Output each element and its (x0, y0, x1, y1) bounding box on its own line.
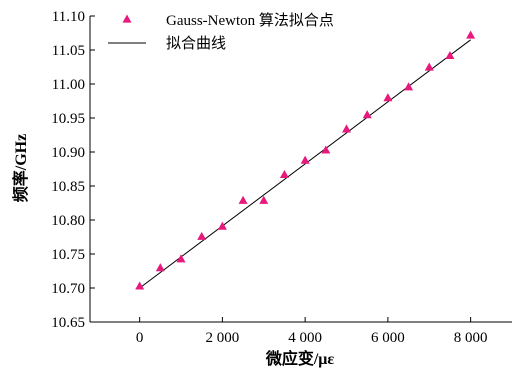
x-axis-label: 微应变/με (265, 349, 335, 368)
y-tick-label: 10.85 (51, 179, 85, 195)
data-point (466, 30, 476, 39)
y-tick-label: 11.05 (52, 43, 85, 59)
y-axis-label: 频率/GHz (11, 134, 30, 202)
legend-label-points: Gauss-Newton 算法拟合点 (166, 11, 334, 29)
data-point (155, 263, 165, 272)
data-point (342, 124, 352, 133)
x-tick-label: 0 (136, 330, 144, 346)
data-point (424, 62, 434, 71)
data-point (383, 93, 393, 102)
x-tick-label: 8 000 (454, 330, 488, 346)
fit-line-series (139, 39, 471, 289)
fit-line (139, 39, 471, 289)
axes (89, 16, 512, 323)
y-tick-label: 10.65 (51, 315, 85, 331)
x-tick-label: 4 000 (288, 330, 322, 346)
x-tick-label: 6 000 (371, 330, 405, 346)
y-axis-ticks: 10.65 10.70 10.75 10.80 10.85 10.90 10.95 11.00… (51, 9, 95, 331)
x-tick-label: 2 000 (206, 330, 240, 346)
data-point (445, 50, 455, 60)
scatter-series (135, 30, 476, 290)
y-tick-label: 10.75 (51, 247, 85, 263)
data-point (404, 82, 414, 91)
y-tick-label: 11.00 (52, 77, 85, 93)
y-tick-label: 10.80 (51, 213, 85, 229)
y-tick-label: 10.95 (51, 111, 85, 127)
data-point (135, 281, 145, 290)
data-point (259, 195, 269, 204)
legend-label-fit: 拟合曲线 (166, 35, 226, 52)
y-tick-label: 10.70 (51, 281, 85, 297)
x-axis-ticks: 0 2 000 4 000 6 000 8 000 (136, 317, 488, 346)
data-point (362, 110, 372, 119)
legend: Gauss-Newton 算法拟合点 拟合曲线 (108, 11, 334, 52)
y-tick-label: 10.90 (51, 145, 85, 161)
data-point (176, 254, 186, 263)
data-point (300, 155, 310, 164)
data-point (279, 169, 289, 179)
data-point (238, 195, 248, 204)
data-point (321, 145, 331, 154)
data-point (197, 231, 207, 240)
legend-triangle-marker (122, 14, 132, 23)
data-point (217, 221, 227, 230)
y-tick-label: 11.10 (52, 9, 85, 25)
